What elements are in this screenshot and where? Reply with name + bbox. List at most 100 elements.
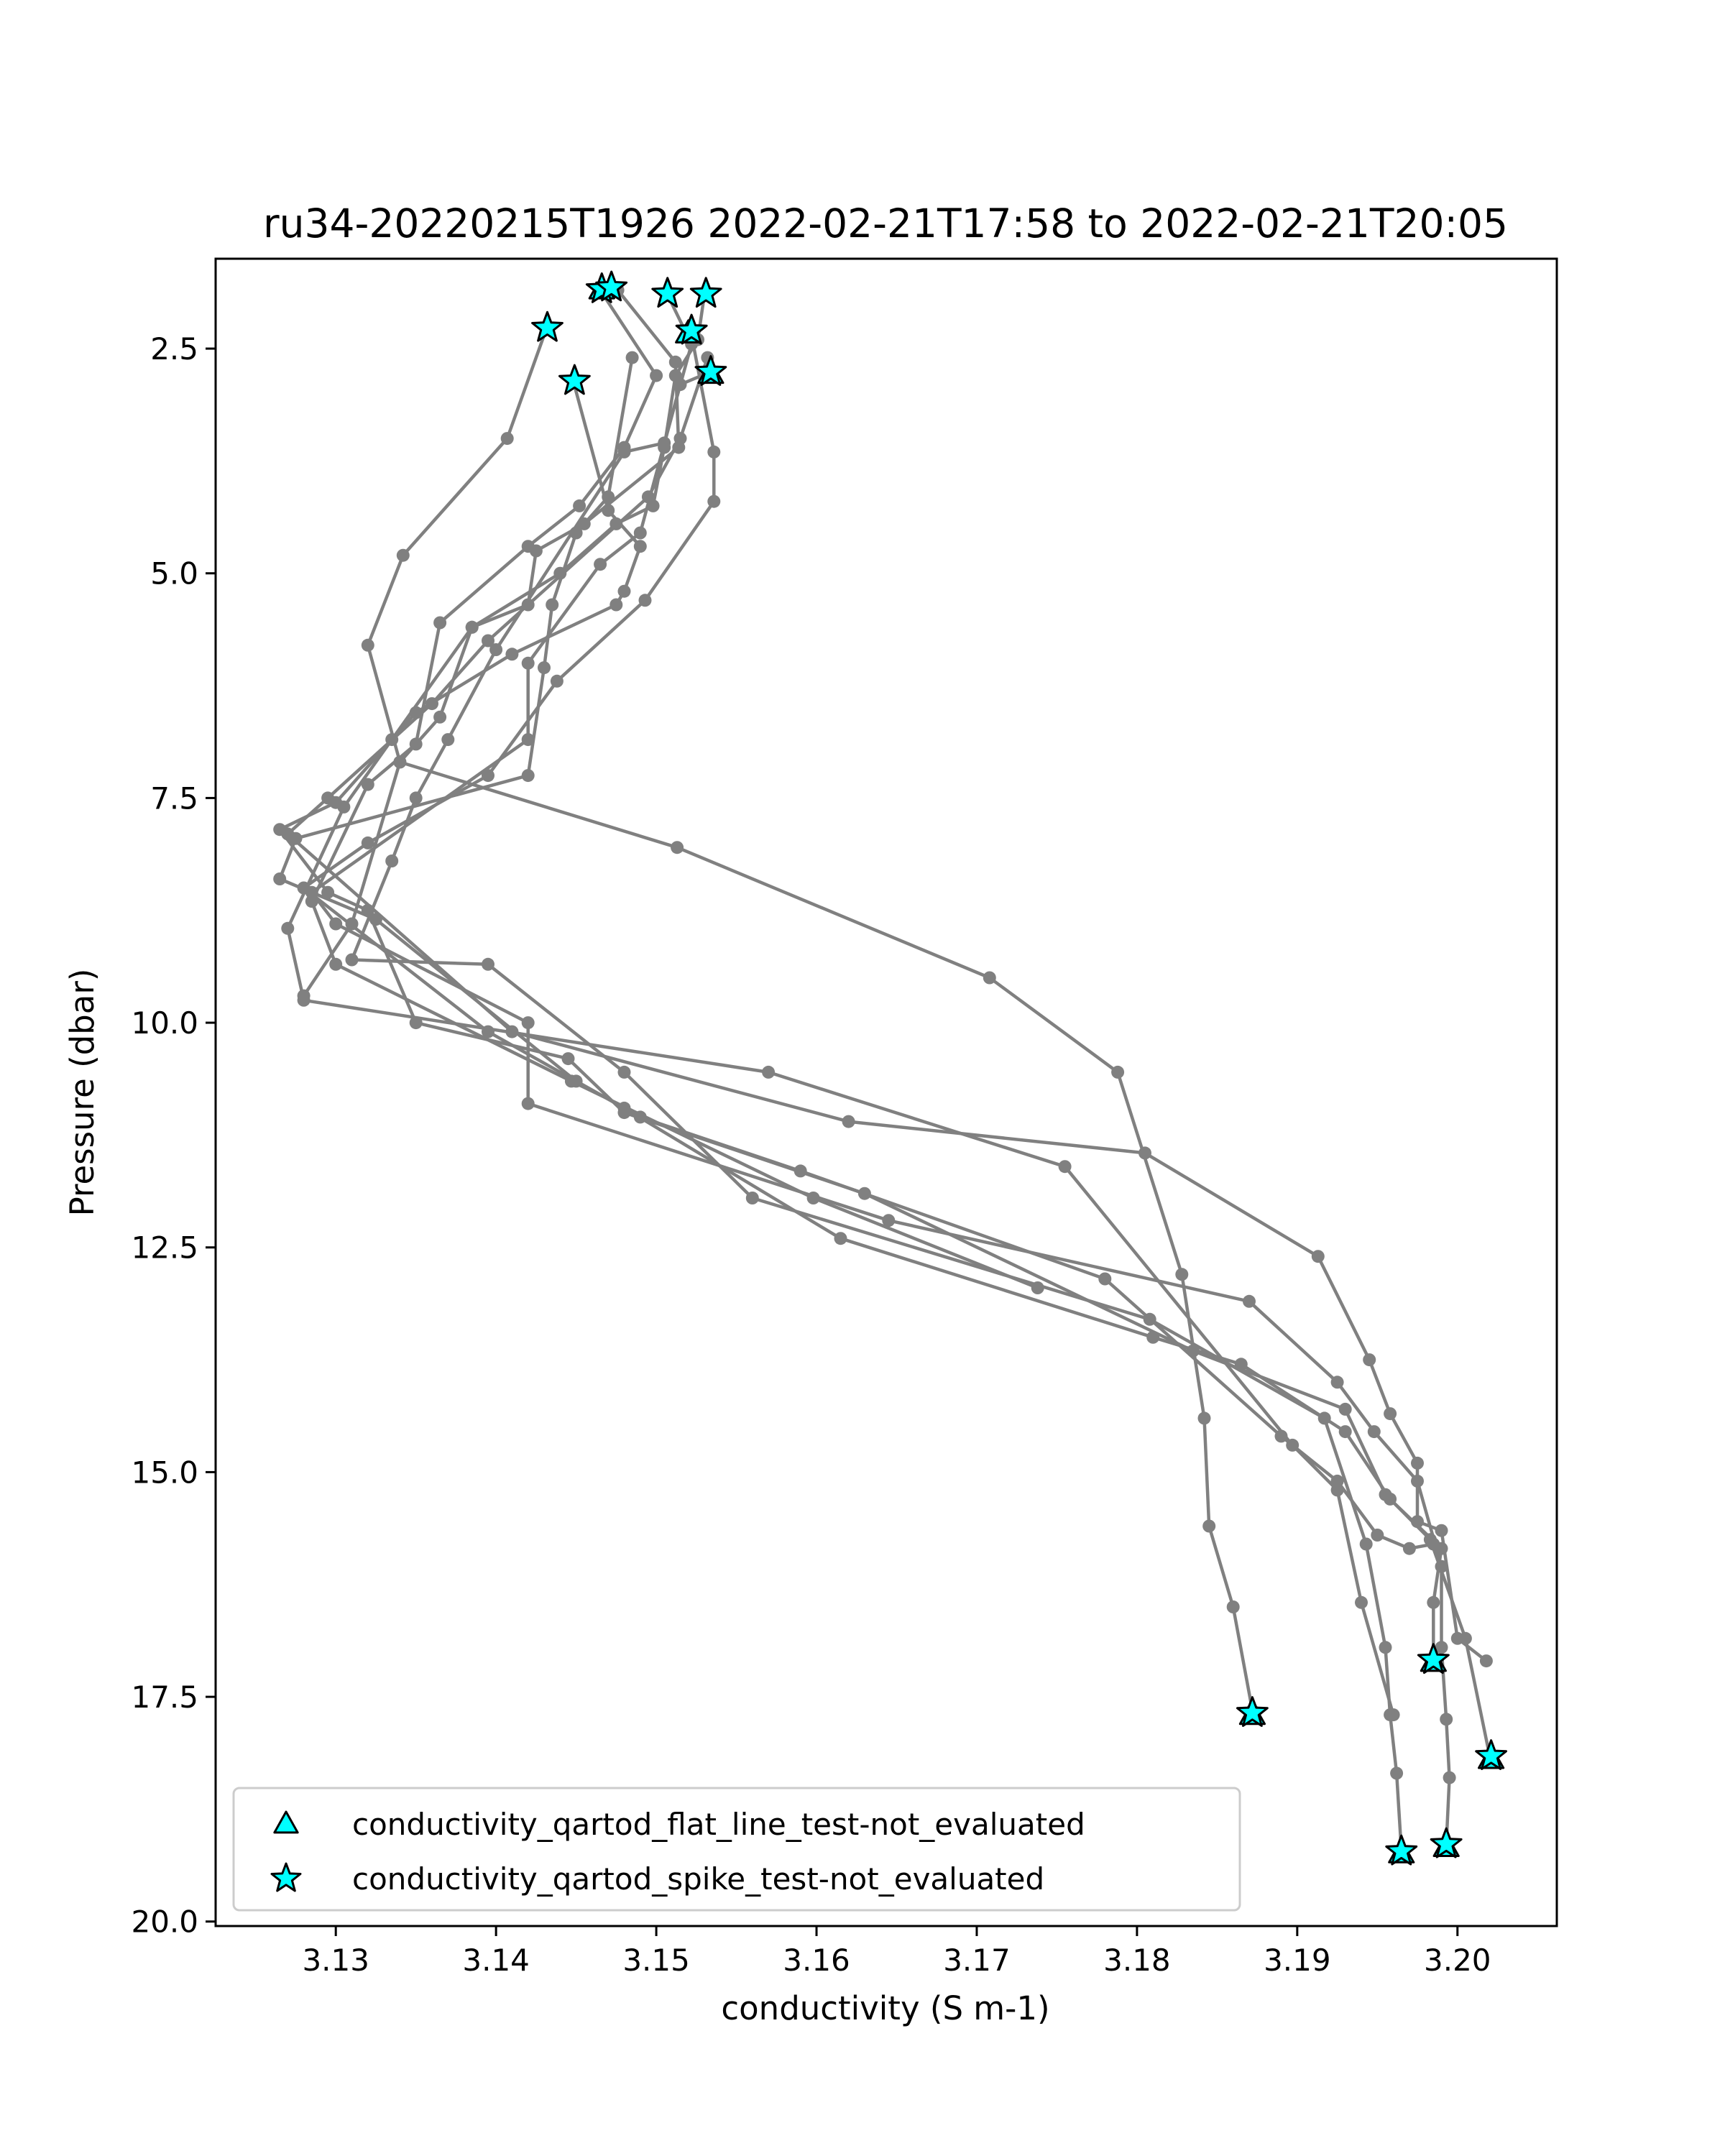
data-point bbox=[1274, 1429, 1288, 1443]
y-tick-label: 12.5 bbox=[131, 1230, 198, 1266]
data-point bbox=[673, 432, 687, 446]
plot-area bbox=[216, 259, 1557, 1926]
data-point bbox=[633, 1110, 647, 1124]
data-point bbox=[641, 490, 655, 504]
spike-flag-marker bbox=[1430, 1827, 1463, 1858]
data-point bbox=[633, 526, 647, 540]
x-tick-label: 3.15 bbox=[622, 1943, 690, 1978]
data-point bbox=[1435, 1641, 1448, 1654]
data-point bbox=[602, 490, 615, 504]
data-point bbox=[594, 558, 607, 571]
spike-flag-marker bbox=[558, 364, 591, 395]
data-point bbox=[361, 638, 374, 652]
data-point bbox=[361, 778, 374, 791]
data-point bbox=[1138, 1146, 1151, 1160]
data-point bbox=[1146, 1330, 1160, 1344]
data-point bbox=[1175, 1268, 1189, 1281]
data-point bbox=[1411, 1515, 1424, 1529]
data-point bbox=[321, 885, 335, 899]
data-point bbox=[337, 800, 351, 814]
spike-flag-marker bbox=[595, 270, 628, 302]
data-point bbox=[625, 351, 639, 364]
data-point bbox=[573, 499, 586, 512]
data-point bbox=[610, 598, 623, 612]
data-point bbox=[482, 957, 494, 971]
data-point bbox=[1363, 1353, 1376, 1367]
data-point bbox=[617, 584, 631, 598]
data-point bbox=[385, 854, 399, 867]
data-point bbox=[1402, 1542, 1416, 1555]
data-point bbox=[745, 1192, 759, 1204]
data-point bbox=[1367, 1425, 1381, 1439]
data-point bbox=[569, 526, 583, 540]
legend-entries: conductivity_qartod_flat_line_test-not_e… bbox=[270, 1807, 1085, 1897]
data-point bbox=[1226, 1600, 1240, 1613]
x-tick-label: 3.18 bbox=[1103, 1943, 1171, 1978]
data-point bbox=[550, 674, 564, 688]
data-point bbox=[1371, 1529, 1384, 1542]
spike-flag-marker bbox=[1236, 1696, 1269, 1727]
data-point bbox=[1386, 1708, 1400, 1722]
x-tick-label: 3.13 bbox=[302, 1943, 369, 1978]
data-point bbox=[1384, 1407, 1397, 1421]
y-tick-label: 10.0 bbox=[131, 1005, 198, 1041]
data-point bbox=[1243, 1294, 1256, 1308]
x-tick-label: 3.19 bbox=[1264, 1943, 1331, 1978]
legend-triangle-icon bbox=[273, 1810, 299, 1834]
plot-frame bbox=[214, 257, 1558, 1927]
y-tick-label: 5.0 bbox=[150, 556, 198, 591]
data-point bbox=[345, 953, 359, 967]
data-point bbox=[1098, 1272, 1112, 1286]
data-point bbox=[529, 544, 543, 558]
data-point bbox=[505, 1025, 519, 1038]
y-tick-label: 20.0 bbox=[131, 1904, 198, 1940]
series-line bbox=[302, 334, 1491, 1756]
data-point bbox=[329, 917, 343, 931]
data-point bbox=[281, 921, 295, 935]
data-point bbox=[1435, 1524, 1448, 1537]
x-axis-label: conductivity (S m-1) bbox=[721, 1989, 1049, 2027]
data-point bbox=[1427, 1595, 1440, 1609]
data-point bbox=[409, 791, 423, 805]
data-point bbox=[1197, 1411, 1211, 1425]
data-point bbox=[762, 1065, 776, 1079]
series-line bbox=[310, 369, 1451, 1846]
data-point bbox=[426, 697, 438, 711]
data-point bbox=[1440, 1713, 1453, 1726]
data-point bbox=[396, 548, 410, 562]
data-point bbox=[505, 648, 519, 661]
data-point bbox=[1058, 1160, 1072, 1174]
x-tick-label: 3.20 bbox=[1424, 1943, 1491, 1978]
y-axis: 2.5 5.0 7.5 10.0 12.5 15.0 17.5 20.0 bbox=[131, 331, 216, 1940]
data-point bbox=[500, 432, 514, 446]
data-point bbox=[465, 620, 479, 634]
data-point bbox=[482, 769, 494, 783]
data-point bbox=[441, 733, 455, 747]
data-point bbox=[329, 957, 343, 971]
x-axis: 3.13 3.14 3.15 3.16 3.17 3.18 3.19 3.20 bbox=[302, 1926, 1491, 1978]
data-point bbox=[321, 791, 335, 805]
data-point bbox=[1311, 1250, 1325, 1263]
legend-label: conductivity_qartod_spike_test-not_evalu… bbox=[352, 1861, 1044, 1897]
data-point bbox=[673, 378, 687, 392]
data-point bbox=[882, 1214, 896, 1227]
data-point bbox=[650, 369, 663, 382]
data-point bbox=[1359, 1537, 1373, 1551]
x-tick-label: 3.14 bbox=[462, 1943, 530, 1978]
data-point bbox=[671, 841, 684, 854]
spike-flag-marker bbox=[689, 277, 722, 308]
data-point bbox=[561, 1052, 575, 1066]
data-point bbox=[1479, 1654, 1493, 1668]
data-point bbox=[1443, 1771, 1456, 1784]
legend-box bbox=[232, 1787, 1241, 1912]
y-tick-label: 15.0 bbox=[131, 1455, 198, 1490]
data-point bbox=[794, 1164, 807, 1178]
data-point bbox=[1384, 1492, 1397, 1506]
data-point bbox=[1450, 1631, 1464, 1645]
chart-title: ru34-20220215T1926 2022-02-21T17:58 to 2… bbox=[263, 201, 1508, 247]
data-point bbox=[297, 993, 310, 1007]
data-point bbox=[1338, 1425, 1352, 1439]
data-point bbox=[521, 656, 535, 670]
data-point bbox=[1355, 1595, 1368, 1609]
